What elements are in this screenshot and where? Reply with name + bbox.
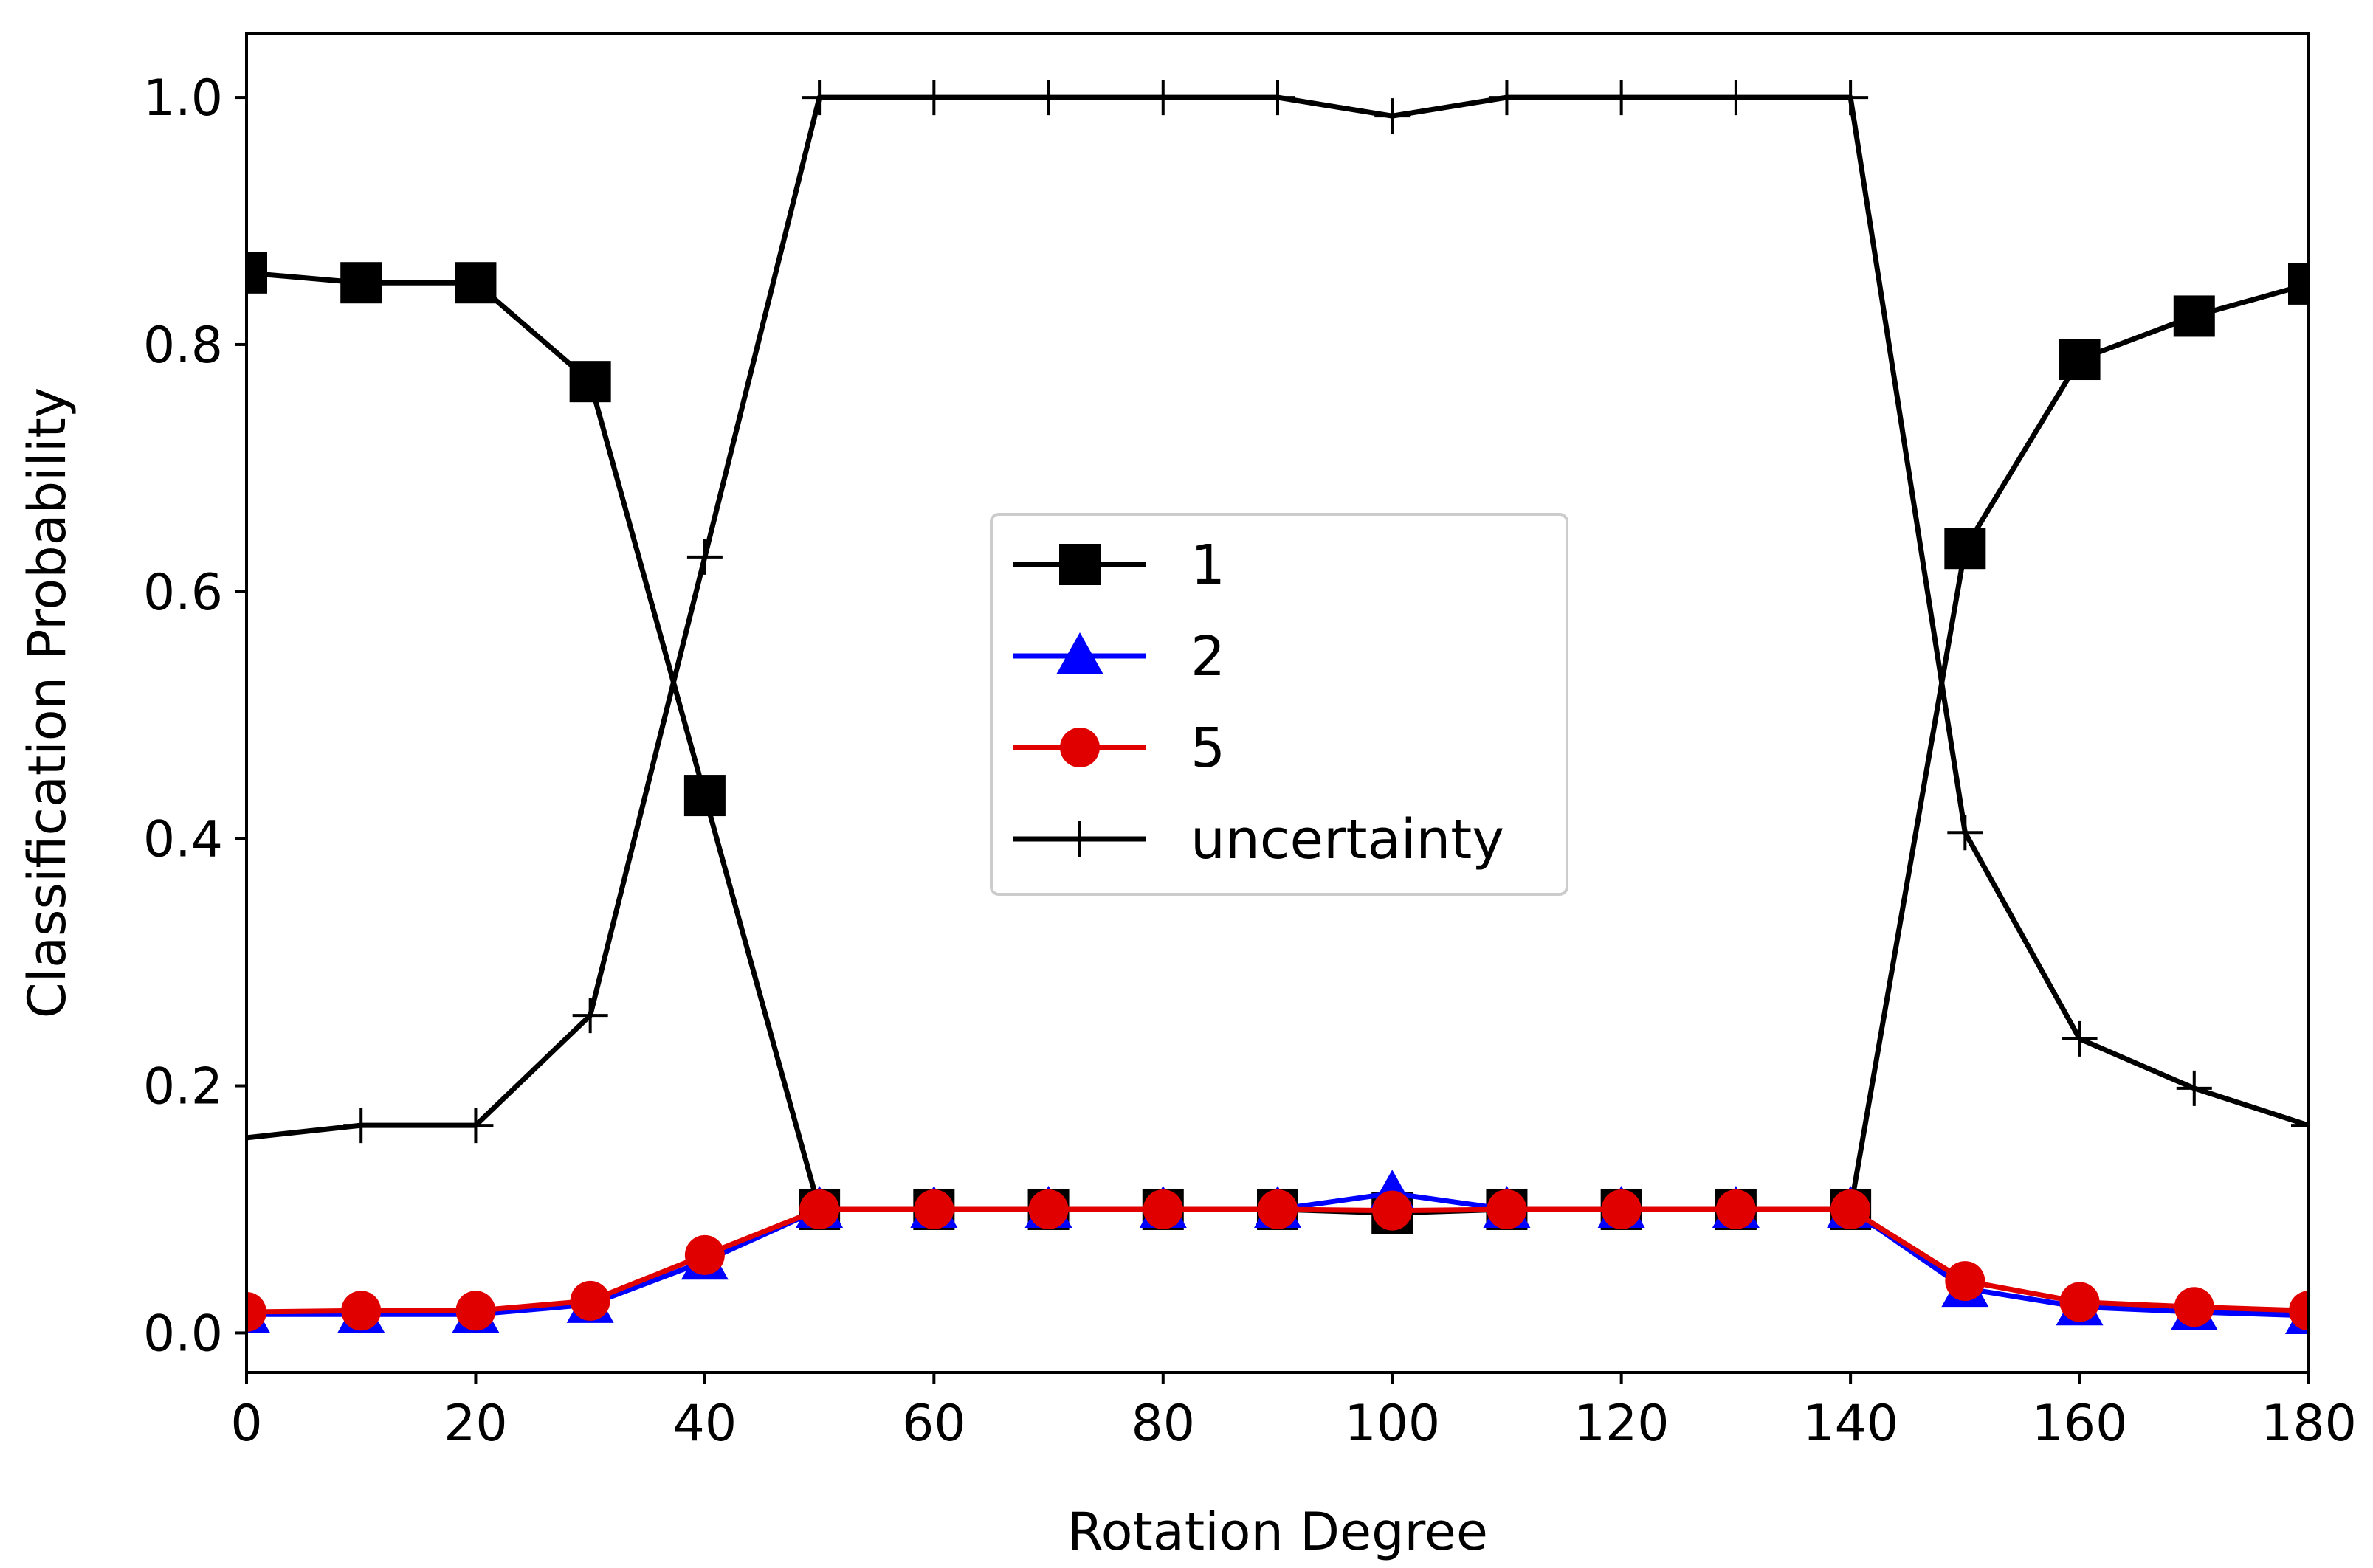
data-point <box>1143 1189 1183 1229</box>
data-point <box>1945 1261 1985 1302</box>
y-tick-label: 0.8 <box>143 317 223 375</box>
data-point <box>455 1291 496 1331</box>
data-point <box>343 1108 379 1144</box>
data-point <box>802 80 838 116</box>
data-point <box>1028 1189 1069 1229</box>
data-point <box>1833 80 1869 116</box>
data-point <box>684 1234 725 1275</box>
series-layer <box>247 80 2309 1334</box>
data-point <box>2174 1287 2214 1327</box>
data-point <box>2176 1070 2212 1106</box>
data-point <box>1947 815 1983 851</box>
axis-layer: 0 20 40 60 80 100 120 140 160 180 0.0 0.2 0.4 0.6 0.8 1… <box>143 69 2357 1453</box>
legend-item: uncertainty <box>1013 808 1504 871</box>
legend-label: 5 <box>1191 716 1225 780</box>
y-tick-label: 1.0 <box>143 69 223 128</box>
data-point <box>2173 295 2215 337</box>
x-tick-label: 100 <box>1344 1395 1440 1453</box>
data-point <box>686 539 723 575</box>
data-point <box>1718 80 1754 116</box>
data-point <box>570 1280 610 1321</box>
series-5 <box>247 1189 2309 1332</box>
data-point <box>1830 1189 1871 1229</box>
y-tick-label: 0.0 <box>143 1305 223 1363</box>
data-point <box>1715 1189 1756 1229</box>
legend-marker <box>1056 632 1103 674</box>
data-point <box>1260 80 1295 116</box>
data-point <box>1601 1189 1642 1229</box>
legend-item: 2 <box>1013 625 1225 688</box>
x-tick-label: 20 <box>444 1395 508 1453</box>
legend-label: uncertainty <box>1191 808 1504 871</box>
x-tick-label: 60 <box>902 1395 966 1453</box>
data-point <box>247 252 267 294</box>
data-point <box>2059 339 2101 381</box>
legend-marker <box>1062 821 1098 857</box>
data-point <box>1603 80 1639 116</box>
data-point <box>458 1108 494 1144</box>
data-point <box>2289 1291 2309 1331</box>
data-point <box>2059 1282 2100 1322</box>
data-point <box>1944 528 1986 570</box>
data-point <box>2062 1020 2098 1057</box>
data-point <box>799 1189 840 1229</box>
y-tick-label: 0.2 <box>143 1058 223 1116</box>
legend-frame <box>990 513 1568 896</box>
data-point <box>340 262 382 304</box>
data-point <box>1258 1189 1298 1229</box>
data-point <box>341 1291 382 1331</box>
data-point <box>1372 1190 1413 1231</box>
x-tick-label: 160 <box>2032 1395 2128 1453</box>
y-axis-label: Classification Probability <box>17 387 78 1018</box>
data-point <box>455 262 497 304</box>
x-axis-label: Rotation Degree <box>1067 1502 1488 1562</box>
data-point <box>1489 80 1525 116</box>
data-point <box>914 1189 954 1229</box>
x-tick-label: 140 <box>1802 1395 1898 1453</box>
legend-marker <box>1059 544 1101 585</box>
legend-label: 1 <box>1191 533 1225 597</box>
data-point <box>683 775 726 817</box>
plot-frame <box>245 32 2310 1374</box>
x-tick-label: 120 <box>1574 1395 1670 1453</box>
legend-item: 5 <box>1013 716 1225 780</box>
data-point <box>247 1119 264 1156</box>
x-tick-label: 180 <box>2261 1395 2357 1453</box>
legend-item: 1 <box>1013 533 1225 597</box>
x-tick-label: 80 <box>1132 1395 1196 1453</box>
data-point <box>247 1291 266 1332</box>
data-point <box>2291 1108 2309 1144</box>
legend: 1 2 5 uncertainty <box>990 513 1568 896</box>
data-point <box>572 998 608 1034</box>
data-point <box>916 80 952 116</box>
legend-marker <box>1060 728 1100 767</box>
data-point <box>1487 1189 1527 1229</box>
data-point <box>1374 98 1411 134</box>
data-point <box>1030 80 1067 116</box>
data-point <box>2288 263 2309 305</box>
x-tick-label: 0 <box>230 1395 262 1453</box>
y-tick-label: 0.4 <box>143 811 223 869</box>
series-uncertainty <box>247 80 2309 1156</box>
data-point <box>1145 80 1181 116</box>
y-tick-label: 0.6 <box>143 564 223 622</box>
data-point <box>569 361 611 403</box>
x-tick-label: 40 <box>673 1395 737 1453</box>
legend-label: 2 <box>1191 625 1225 688</box>
